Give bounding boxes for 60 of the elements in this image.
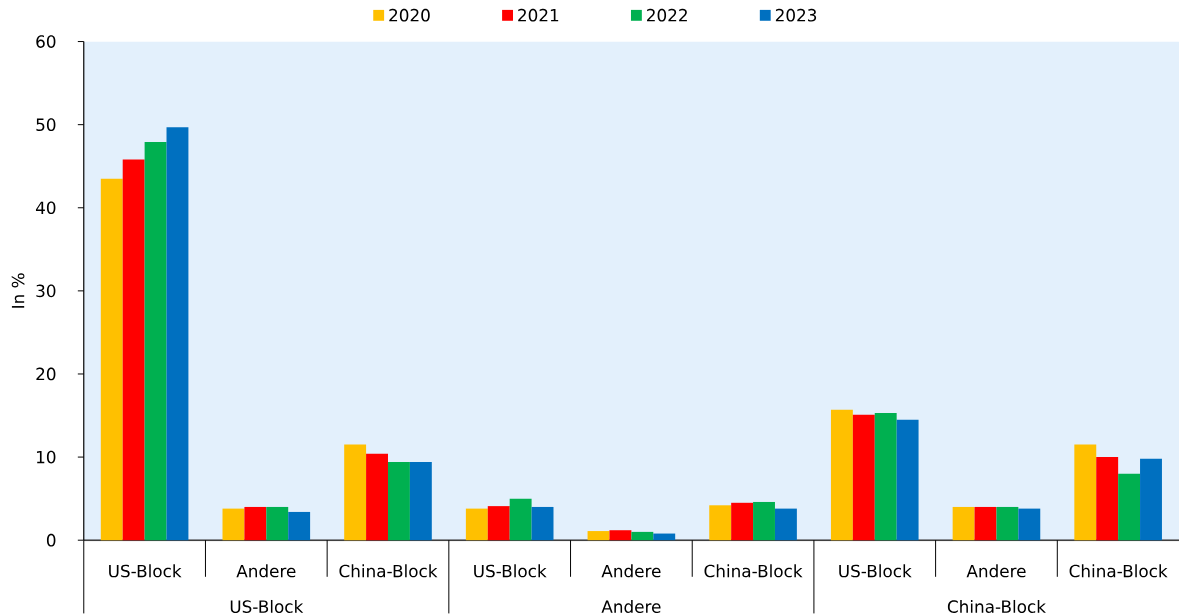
bar	[587, 530, 610, 541]
bar	[1118, 473, 1141, 541]
text: US-Block	[230, 599, 304, 613]
bar	[487, 505, 510, 541]
y-tick-label: 10	[36, 450, 56, 464]
bar	[531, 506, 554, 541]
text: Andere	[601, 599, 661, 613]
bar	[1140, 458, 1162, 541]
x-tick-label: US-Block	[474, 564, 547, 578]
bar	[366, 453, 388, 541]
bar	[509, 498, 532, 541]
y-tick-label: 40	[35, 201, 56, 214]
x-tick-label: US-Block	[839, 564, 912, 578]
bar	[344, 444, 367, 541]
bar	[952, 506, 975, 541]
y-tick-label: 0	[46, 533, 56, 547]
legend-label: 2021	[518, 8, 559, 22]
bar	[465, 508, 488, 541]
bar	[709, 505, 732, 541]
x-tick-label: Andere	[966, 564, 1026, 578]
bar	[166, 126, 189, 541]
text: China-Block	[947, 599, 1046, 613]
y-tick-label: 30	[36, 284, 56, 298]
bar	[731, 502, 754, 541]
bar	[974, 506, 997, 541]
bar	[830, 409, 853, 541]
bar	[1096, 456, 1119, 541]
bar	[1074, 444, 1097, 541]
bar	[100, 178, 123, 541]
bar	[896, 419, 919, 541]
bar	[753, 501, 775, 541]
bar	[631, 531, 654, 541]
y-tick-label: 50	[36, 118, 56, 131]
bar	[653, 533, 676, 541]
y-tick-label: 20	[36, 367, 56, 381]
bar	[609, 530, 632, 541]
bar	[409, 461, 432, 541]
x-tick-label: China-Block	[339, 564, 438, 578]
bar	[387, 461, 410, 541]
x-tick-label: US-Block	[109, 564, 182, 578]
bar	[874, 412, 897, 541]
bar	[222, 508, 245, 541]
x-tick-label: Andere	[601, 564, 661, 578]
bar	[144, 141, 167, 541]
bar	[852, 414, 875, 541]
legend-label: 2020	[389, 8, 430, 22]
legend-label: 2022	[647, 8, 687, 22]
y-tick-label: 60	[36, 35, 56, 48]
bar	[122, 159, 145, 541]
y-axis-title: In %	[11, 273, 25, 308]
bar	[1018, 508, 1041, 541]
x-tick-label: China-Block	[704, 564, 803, 578]
x-tick-label: China-Block	[1069, 564, 1168, 578]
x-tick-label: Andere	[236, 564, 296, 578]
bar	[774, 508, 797, 541]
bar	[244, 506, 267, 541]
bar	[266, 506, 289, 541]
legend-label: 2023	[775, 8, 817, 22]
bar	[996, 506, 1019, 541]
bar	[288, 511, 311, 541]
